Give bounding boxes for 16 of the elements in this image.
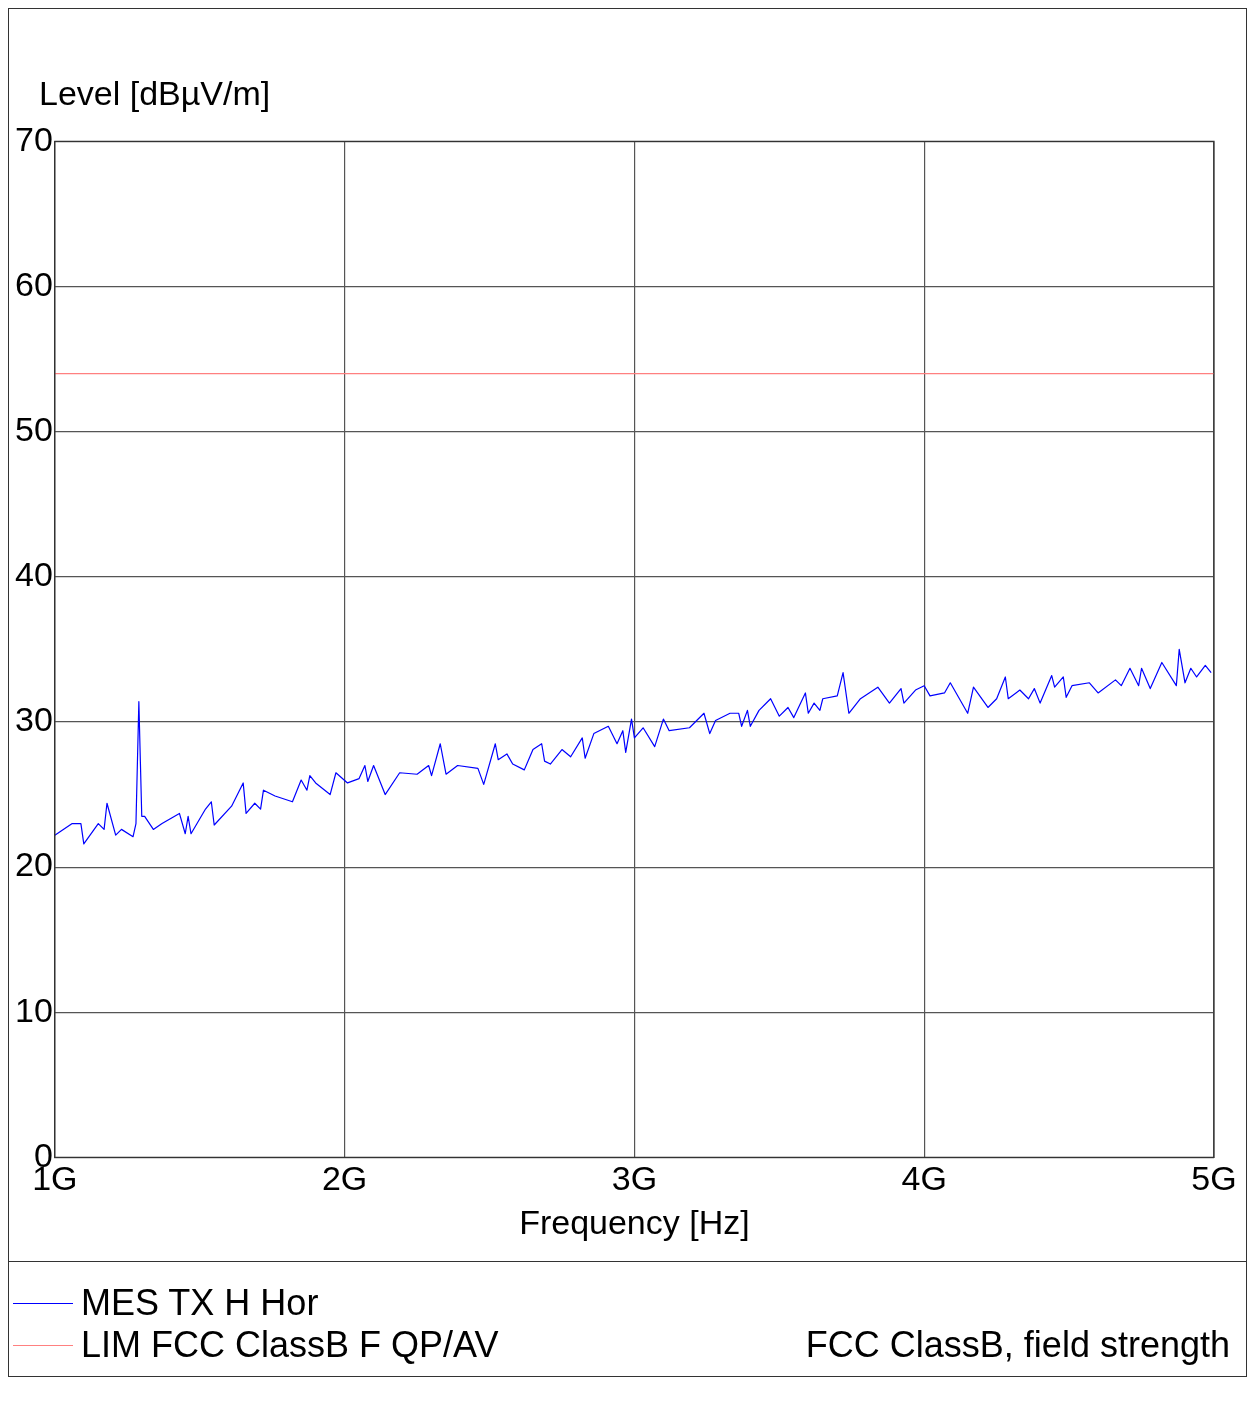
y-tick-label: 20 <box>14 845 53 884</box>
y-tick-label: 70 <box>14 119 53 158</box>
x-axis-title: Frequency [Hz] <box>519 1202 750 1241</box>
text: FCC ClassB, field strength <box>805 1324 1230 1366</box>
x-tick-label: 2G <box>321 1159 368 1198</box>
legend-label: MES TX H Hor <box>81 1282 319 1324</box>
y-tick-label: 50 <box>14 410 53 449</box>
x-tick-label: 4G <box>901 1159 947 1198</box>
y-tick-label: 10 <box>14 990 53 1029</box>
y-tick-label: 60 <box>14 264 53 303</box>
y-tick-label: 30 <box>14 700 53 739</box>
y-tick-label: 40 <box>14 555 53 594</box>
y-axis-title: Level [dBµV/m] <box>38 73 272 114</box>
legend-label: LIM FCC ClassB F QP/AV <box>81 1324 499 1366</box>
x-tick-label: 5G <box>1191 1159 1237 1198</box>
x-tick-label: 3G <box>611 1159 658 1198</box>
